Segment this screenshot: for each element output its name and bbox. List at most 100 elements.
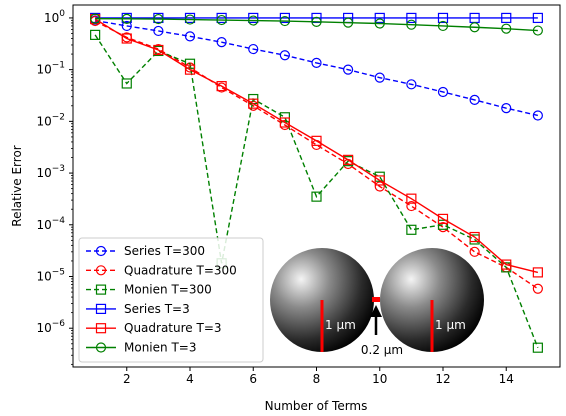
data-point <box>374 18 385 29</box>
sphere-label-left: 1 μm <box>325 318 356 332</box>
data-point <box>437 20 449 32</box>
data-point <box>343 154 354 165</box>
legend-marker <box>95 303 107 314</box>
series-5 <box>90 13 543 36</box>
legend-label: Quadrature T=3 <box>124 321 222 335</box>
data-point <box>279 50 290 61</box>
data-point <box>469 231 480 243</box>
data-point <box>406 193 417 204</box>
data-point <box>248 98 259 109</box>
data-point <box>374 181 385 192</box>
y-tick-label: 10−2 <box>36 112 65 128</box>
data-point <box>374 12 385 24</box>
data-point <box>153 13 164 25</box>
legend-marker <box>95 284 107 295</box>
x-tick-label: 2 <box>123 372 131 386</box>
x-tick-label: 12 <box>435 372 450 386</box>
data-point <box>532 25 543 36</box>
data-point <box>184 14 196 25</box>
sphere-label-right: 1 μm <box>435 318 466 332</box>
legend-label: Monien T=300 <box>124 283 212 297</box>
data-point <box>90 13 101 24</box>
data-point <box>343 17 354 28</box>
data-point <box>437 213 449 224</box>
data-point <box>311 16 322 27</box>
legend-marker <box>95 323 107 334</box>
legend-label: Series T=300 <box>124 244 205 258</box>
data-point <box>437 12 449 24</box>
series-line <box>95 17 538 32</box>
data-point <box>501 23 512 34</box>
data-point <box>469 94 480 105</box>
data-point <box>532 267 543 278</box>
axes: 2 4 6 8 10 12 14 100 10−1 10−2 10−3 10−4 10−5 10−6 <box>36 4 561 386</box>
data-point <box>406 19 417 30</box>
data-point <box>437 86 449 98</box>
x-tick-label: 6 <box>249 372 257 386</box>
data-point <box>184 64 196 75</box>
legend: Series T=300 Quadrature T=300 Monien T=300… <box>78 237 264 363</box>
y-tick-label: 10−4 <box>36 216 65 232</box>
data-point <box>153 25 164 37</box>
sphere-inset: 1 μm 1 μm 0.2 μm <box>270 248 484 357</box>
x-tick-label: 8 <box>313 372 321 386</box>
series-line <box>95 19 539 117</box>
data-point <box>279 117 290 128</box>
legend-marker <box>95 245 107 257</box>
data-point <box>248 43 259 55</box>
series-4 <box>90 13 543 278</box>
data-point <box>248 15 259 26</box>
data-point <box>248 12 259 24</box>
legend-label: Quadrature T=300 <box>124 263 237 277</box>
x-tick-label: 10 <box>372 372 387 386</box>
data-point <box>311 57 322 69</box>
gap-label: 0.2 μm <box>361 343 403 357</box>
x-axis-label: Number of Terms <box>265 399 368 413</box>
data-point <box>437 222 449 233</box>
data-point <box>406 224 417 235</box>
series-line <box>94 34 539 348</box>
data-point <box>311 135 322 146</box>
x-tick-label: 4 <box>186 372 194 386</box>
data-point <box>184 58 196 69</box>
data-point <box>469 22 480 33</box>
data-point <box>311 191 322 202</box>
y-tick-label: 10−1 <box>36 61 65 77</box>
data-point <box>279 15 290 27</box>
y-tick-label: 100 <box>44 9 65 25</box>
data-point <box>406 12 417 24</box>
y-axis-label: Relative Error <box>10 145 24 227</box>
data-point <box>90 29 101 40</box>
legend-label: Monien T=3 <box>124 341 196 355</box>
gap-arrow-head <box>370 305 382 317</box>
data-point <box>532 12 543 24</box>
data-point <box>437 219 449 230</box>
data-point <box>121 33 132 44</box>
x-tick-label: 14 <box>499 372 514 386</box>
data-point <box>279 12 290 24</box>
data-point <box>343 64 354 75</box>
data-point <box>216 81 227 92</box>
data-point <box>121 78 132 89</box>
data-point <box>532 283 543 294</box>
y-tick-label: 10−6 <box>36 319 65 335</box>
legend-label: Series T=3 <box>124 302 190 316</box>
data-point <box>121 13 132 24</box>
data-point <box>406 79 417 90</box>
data-point <box>216 37 227 48</box>
gap-marker <box>372 297 380 302</box>
data-point <box>374 72 385 83</box>
series-layer <box>90 12 543 353</box>
data-point <box>216 14 227 26</box>
legend-marker <box>95 265 107 276</box>
y-tick-label: 10−3 <box>36 164 65 180</box>
series-line <box>94 18 539 274</box>
data-point <box>501 103 512 114</box>
legend-box <box>78 237 264 363</box>
y-tick-label: 10−5 <box>36 268 65 284</box>
data-point <box>153 44 164 56</box>
data-point <box>469 246 480 257</box>
legend-marker <box>95 342 107 353</box>
data-point <box>121 20 132 32</box>
